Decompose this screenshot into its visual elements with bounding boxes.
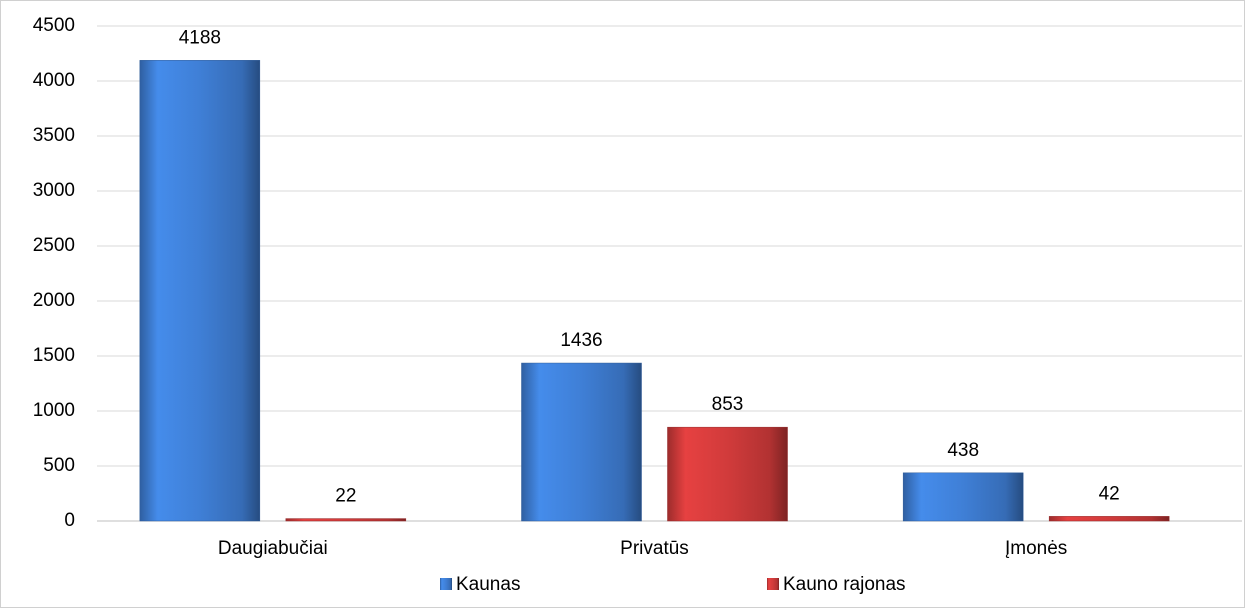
data-label: 438: [947, 440, 979, 461]
bar: [1048, 516, 1170, 522]
bar: [521, 362, 642, 522]
data-label: 42: [1099, 483, 1120, 504]
data-label: 853: [712, 394, 744, 415]
data-label: 22: [335, 486, 356, 507]
y-tick-label: 4000: [33, 70, 75, 91]
y-tick-label: 2000: [33, 290, 75, 311]
y-tick-label: 1500: [33, 345, 75, 366]
x-tick-label: Įmonės: [1005, 538, 1067, 559]
y-tick-label: 0: [64, 510, 75, 531]
legend-label: Kaunas: [456, 574, 520, 595]
data-label: 4188: [179, 27, 221, 48]
y-tick-label: 3000: [33, 180, 75, 201]
legend-label: Kauno rajonas: [783, 574, 906, 595]
legend-swatch: [767, 578, 779, 590]
bar: [667, 426, 788, 522]
data-label: 1436: [560, 330, 602, 351]
x-tick-label: Daugiabučiai: [218, 538, 328, 559]
y-tick-label: 1000: [33, 400, 75, 421]
x-tick-label: Privatūs: [620, 538, 689, 559]
bar: [902, 472, 1024, 522]
bar: [285, 518, 407, 522]
y-tick-label: 4500: [33, 15, 75, 36]
legend-swatch: [440, 578, 452, 590]
y-tick-label: 3500: [33, 125, 75, 146]
y-tick-label: 2500: [33, 235, 75, 256]
y-tick-label: 500: [43, 455, 75, 476]
bar: [139, 60, 261, 522]
